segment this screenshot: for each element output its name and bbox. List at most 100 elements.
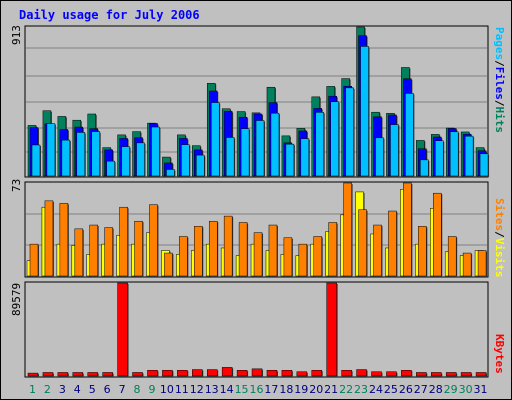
x-tick-label: 1: [29, 383, 36, 396]
pages-bar-day-19: [300, 138, 310, 177]
x-tick-label: 11: [175, 383, 189, 396]
kbytes-bar-day-2: [42, 372, 54, 377]
pages-bar-day-2: [46, 123, 56, 177]
pages-bar-day-29: [449, 131, 459, 177]
kbytes-bar-day-7: [117, 282, 128, 377]
x-tick-label: 26: [399, 383, 413, 396]
kbytes-bar-day-23: [356, 369, 367, 377]
x-tick-label: 29: [444, 383, 458, 396]
x-tick-label: 4: [74, 383, 81, 396]
sites-bar-day-13: [208, 220, 218, 277]
sites-bar-day-10: [164, 252, 173, 277]
x-tick-label: 22: [339, 383, 353, 396]
sites-bar-day-7: [119, 206, 128, 277]
pages-bar-day-9: [151, 126, 160, 177]
sites-bar-day-22: [343, 182, 352, 277]
x-tick-label: 13: [205, 383, 219, 396]
hits-ymax-label: 913: [10, 25, 23, 45]
kbytes-bar-day-11: [177, 370, 188, 377]
kbytes-bar-day-18: [281, 370, 293, 377]
sites-bar-day-25: [388, 210, 397, 277]
legend-entry: /: [493, 231, 506, 238]
legend-entry: /: [493, 99, 506, 107]
x-tick-label: 24: [369, 383, 383, 396]
kbytes-bar-day-31: [475, 372, 487, 377]
pages-bar-day-16: [255, 120, 265, 177]
x-tick-label: 16: [250, 383, 264, 396]
kbytes-bar-day-30: [460, 372, 472, 377]
sites-bar-day-27: [418, 226, 427, 277]
x-tick-label: 30: [459, 383, 473, 396]
sites-bar-day-4: [74, 228, 84, 277]
x-tick-label: 14: [220, 383, 234, 396]
kbytes-bar-day-13: [206, 369, 218, 377]
kbytes-bar-day-28: [431, 372, 442, 377]
pages-bar-day-18: [285, 143, 295, 177]
sites-bar-day-20: [313, 236, 323, 277]
x-tick-label: 7: [119, 383, 126, 396]
kbytes-bar-day-21: [326, 282, 337, 377]
kbytes-legend: KBytes: [493, 334, 506, 374]
sites-bar-day-24: [373, 224, 382, 277]
x-tick-label: 21: [324, 383, 338, 396]
pages-bar-day-23: [360, 46, 369, 177]
x-tick-label: 27: [414, 383, 428, 396]
x-tick-label: 3: [59, 383, 66, 396]
legend-entry: Hits: [493, 106, 506, 134]
sites-bar-day-16: [253, 232, 263, 277]
sites-bar-day-1: [29, 243, 39, 277]
pages-bar-day-22: [345, 87, 354, 177]
legend-entry: Visits: [493, 237, 506, 278]
sites-bar-day-17: [268, 224, 278, 277]
kbytes-bar-day-20: [311, 370, 323, 377]
pages-bar-day-12: [196, 154, 205, 177]
sites-bar-day-29: [447, 236, 457, 277]
kbytes-bar-day-27: [416, 372, 427, 377]
sites-bar-day-6: [104, 227, 113, 277]
sites-ymax-label: 73: [10, 178, 23, 192]
pages-bar-day-8: [136, 142, 145, 177]
kbytes-bar-day-26: [401, 370, 412, 377]
kbytes-bar-day-5: [87, 372, 98, 377]
x-tick-label: 15: [235, 383, 249, 396]
sites-bar-day-9: [149, 204, 158, 277]
x-tick-label: 2: [44, 383, 51, 396]
pages-bar-day-20: [315, 112, 325, 177]
kbytes-bar-day-1: [27, 372, 39, 377]
kbytes-bar-day-15: [236, 370, 248, 377]
pages-bar-day-1: [31, 144, 41, 177]
pages-bar-day-28: [435, 140, 444, 177]
kbytes-ymax-label: 89579: [10, 282, 23, 316]
x-tick-label: 5: [89, 383, 96, 396]
pages-bar-day-17: [270, 112, 280, 177]
sites-bar-day-11: [179, 236, 188, 277]
pages-bar-day-25: [390, 124, 399, 177]
legend-entry: /: [493, 60, 506, 67]
x-tick-label: 20: [309, 383, 323, 396]
x-tick-label: 19: [294, 383, 308, 396]
kbytes-bar-day-25: [386, 371, 397, 377]
pages-bar-day-7: [121, 146, 130, 177]
sites-bar-day-26: [403, 182, 412, 277]
pages-bar-day-21: [330, 101, 339, 177]
sites-bar-day-14: [223, 215, 233, 277]
x-tick-label: 18: [279, 383, 293, 396]
pages-bar-day-26: [405, 93, 414, 177]
x-tick-label: 8: [134, 383, 141, 396]
kbytes-bar-day-24: [371, 371, 382, 377]
x-tick-label: 31: [474, 383, 488, 396]
kbytes-bar-day-12: [192, 369, 203, 377]
sites-bar-day-31: [477, 250, 487, 277]
sites-bar-day-15: [238, 222, 248, 277]
kbytes-bar-day-14: [221, 367, 233, 377]
chart-title: Daily usage for July 2006: [19, 8, 200, 22]
sites-bar-day-2: [44, 200, 54, 277]
visits-sites-legend: Sites/Visits: [493, 198, 506, 278]
sites-bar-day-8: [134, 220, 143, 277]
legend-entry: Files: [493, 66, 506, 100]
pages-bar-day-27: [420, 159, 429, 177]
sites-bar-day-28: [433, 192, 442, 277]
kbytes-bar-day-16: [251, 368, 263, 377]
sites-bar-day-23: [358, 209, 367, 277]
